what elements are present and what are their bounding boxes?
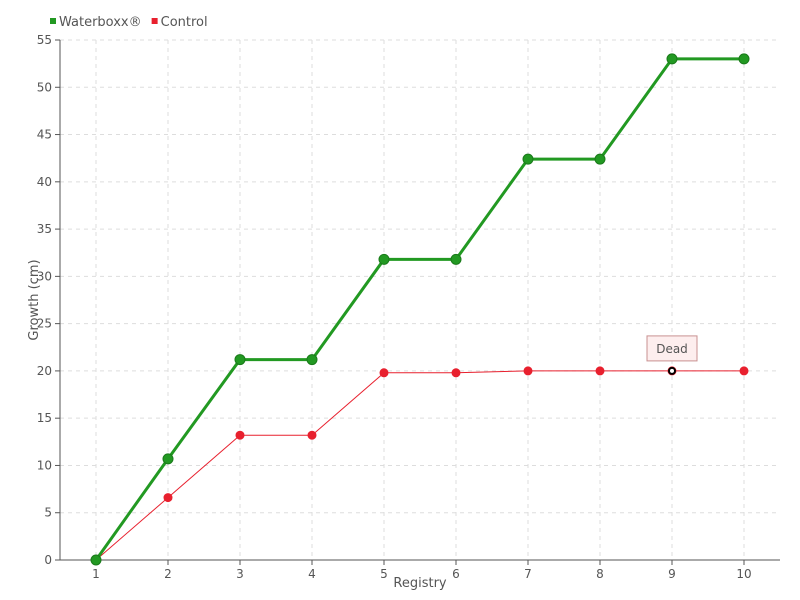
y-tick-label: 15 xyxy=(37,411,52,425)
legend-entry-waterboxx: Waterboxx® xyxy=(59,15,142,30)
x-tick-label: 5 xyxy=(380,567,388,581)
x-tick-label: 2 xyxy=(164,567,172,581)
data-point-control xyxy=(307,430,317,440)
annotations: Dead xyxy=(646,335,698,375)
x-tick-label: 8 xyxy=(596,567,604,581)
y-tick-label: 50 xyxy=(37,80,52,94)
y-tick-label: 5 xyxy=(44,506,52,520)
data-point-control xyxy=(235,430,245,440)
y-tick-label: 25 xyxy=(37,317,52,331)
series-layer xyxy=(90,53,750,566)
data-point-waterboxx xyxy=(90,554,102,566)
annotation-box xyxy=(646,335,698,362)
data-point-waterboxx xyxy=(594,153,606,165)
data-point-waterboxx xyxy=(450,253,462,265)
grid xyxy=(60,39,780,560)
x-tick-label: 1 xyxy=(92,567,100,581)
y-tick-label: 45 xyxy=(37,128,52,142)
data-point-waterboxx xyxy=(162,453,174,465)
x-tick-label: 3 xyxy=(236,567,244,581)
annotation-label: Dead xyxy=(656,342,688,356)
y-tick-label: 20 xyxy=(37,364,52,378)
x-axis-label: Registry xyxy=(393,576,447,591)
legend-swatch-control xyxy=(151,18,158,24)
y-tick-label: 10 xyxy=(37,458,52,472)
data-point-waterboxx xyxy=(666,53,678,65)
x-tick-label: 7 xyxy=(524,567,532,581)
data-point-control xyxy=(595,366,605,376)
data-point-waterboxx xyxy=(738,53,750,65)
annotation-marker xyxy=(668,366,676,375)
data-point-waterboxx xyxy=(234,354,246,366)
data-point-control xyxy=(523,366,533,376)
x-tick-label: 9 xyxy=(668,567,676,581)
data-point-waterboxx xyxy=(378,253,390,265)
y-tick-label: 30 xyxy=(37,269,52,283)
x-tick-label: 4 xyxy=(308,567,316,581)
y-tick-label: 55 xyxy=(37,33,52,47)
data-point-control xyxy=(451,368,461,378)
series-line-waterboxx xyxy=(94,57,744,561)
data-point-control xyxy=(379,368,389,378)
legend-entry-control: Control xyxy=(161,15,208,30)
data-point-waterboxx xyxy=(522,153,534,165)
x-tick-label: 10 xyxy=(736,567,751,581)
data-point-waterboxx xyxy=(306,354,318,366)
y-tick-label: 0 xyxy=(44,553,52,567)
legend-swatch-waterboxx xyxy=(50,18,56,24)
legend: Waterboxx® Control xyxy=(50,15,208,30)
data-point-control xyxy=(163,493,173,503)
y-tick-label: 35 xyxy=(37,222,52,236)
y-axis-label: Growth (cm) xyxy=(27,259,42,340)
y-tick-label: 40 xyxy=(37,175,52,189)
data-point-control xyxy=(739,366,749,376)
x-tick-label: 6 xyxy=(452,567,460,581)
series-line-control xyxy=(95,370,744,561)
